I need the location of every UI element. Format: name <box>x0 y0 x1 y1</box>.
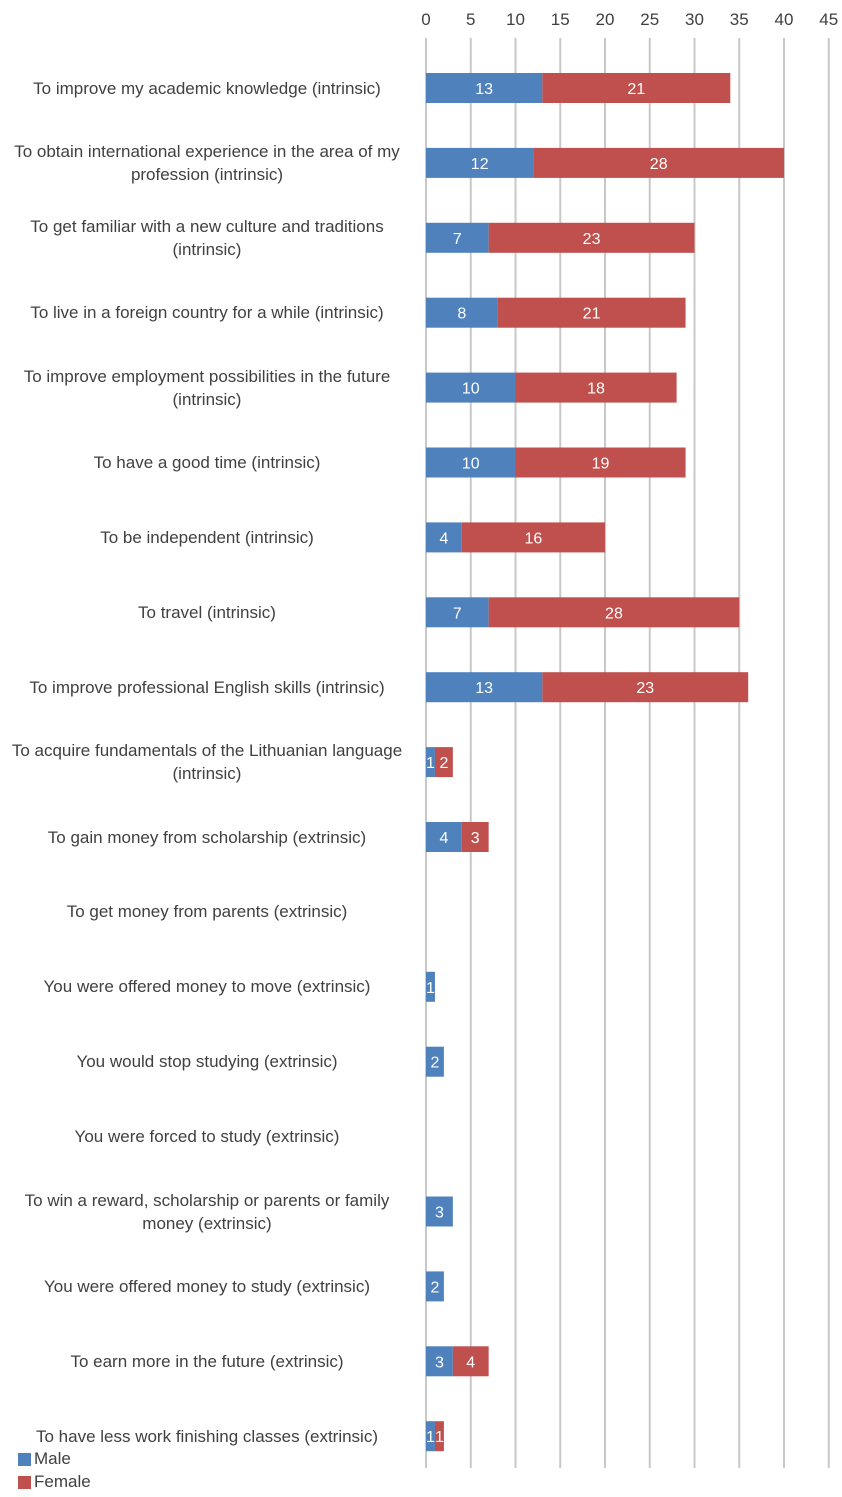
x-tick-label: 10 <box>506 10 525 29</box>
category-label: To travel (intrinsic) <box>138 602 276 622</box>
x-tick-label: 15 <box>551 10 570 29</box>
data-label: 3 <box>435 1205 444 1222</box>
x-tick-label: 20 <box>596 10 615 29</box>
x-tick-label: 40 <box>775 10 794 29</box>
legend-label: Female <box>34 1472 91 1491</box>
bar-female <box>434 747 453 778</box>
category-label: To acquire fundamentals of the Lithuania… <box>11 741 403 784</box>
data-label: 21 <box>627 81 645 98</box>
data-label: 3 <box>471 830 480 847</box>
category-label: To gain money from scholarship (extrinsi… <box>47 827 367 847</box>
category-label: To improve employment possibilities in t… <box>23 366 391 409</box>
category-label: To live in a foreign country for a while… <box>30 303 384 323</box>
legend-swatch <box>18 1452 31 1466</box>
data-label: 7 <box>453 605 462 622</box>
legend-item-female: Female <box>18 1472 91 1492</box>
category-label: To win a reward, scholarship or parents … <box>24 1190 390 1233</box>
bar-female <box>542 73 731 103</box>
bar-male <box>426 147 534 178</box>
bar-female <box>434 1421 444 1452</box>
data-label: 1 <box>426 1429 435 1446</box>
x-tick-label: 45 <box>819 10 838 29</box>
data-label: 21 <box>583 306 601 323</box>
bar-female <box>515 372 677 403</box>
data-label: 19 <box>592 456 610 473</box>
data-label: 8 <box>457 306 466 323</box>
x-tick-label: 0 <box>421 10 430 29</box>
category-label: You were offered money to move (extrinsi… <box>43 977 371 997</box>
bar-male <box>426 1421 435 1452</box>
data-label: 28 <box>650 156 668 173</box>
bar-male <box>426 297 498 328</box>
bar-male <box>426 447 516 478</box>
category-label: To obtain international experience in th… <box>14 141 400 184</box>
data-label: 3 <box>435 1354 444 1371</box>
data-label: 13 <box>475 81 493 98</box>
bar-female <box>461 522 605 553</box>
data-label: 23 <box>636 680 654 697</box>
data-label: 16 <box>525 530 543 547</box>
bar-female <box>533 147 784 178</box>
data-label: 18 <box>587 381 605 398</box>
data-label: 4 <box>466 1354 475 1371</box>
category-label: You would stop studying (extrinsic) <box>76 1052 338 1072</box>
data-label: 10 <box>462 456 480 473</box>
bar-male <box>426 1196 453 1227</box>
x-tick-label: 5 <box>466 10 475 29</box>
data-label: 1 <box>435 1429 444 1446</box>
bar-female <box>542 672 749 703</box>
category-label: To have less work finishing classes (ext… <box>35 1426 378 1446</box>
x-tick-label: 25 <box>640 10 659 29</box>
bar-female <box>497 297 686 328</box>
bar-male <box>426 372 516 403</box>
bar-male <box>426 747 435 778</box>
data-label: 12 <box>471 156 489 173</box>
category-label: To earn more in the future (extrinsic) <box>70 1351 344 1371</box>
bar-male <box>426 597 489 628</box>
x-tick-label: 30 <box>685 10 704 29</box>
data-label: 2 <box>439 755 448 772</box>
data-label: 7 <box>453 231 462 248</box>
bar-female <box>488 597 740 628</box>
legend-swatch <box>18 1475 31 1489</box>
legend-item-male: Male <box>18 1449 71 1469</box>
bar-female <box>461 822 489 852</box>
bar-male <box>426 222 489 253</box>
bar-male <box>426 522 462 553</box>
data-label: 2 <box>430 1279 439 1296</box>
data-label: 10 <box>462 381 480 398</box>
bar-male <box>426 1046 444 1077</box>
bar-male <box>426 971 435 1002</box>
bar-male <box>426 1346 453 1377</box>
data-label: 13 <box>475 680 493 697</box>
category-label: You were offered money to study (extrins… <box>44 1276 370 1296</box>
data-label: 23 <box>583 231 601 248</box>
bar-male <box>426 73 543 103</box>
category-label: To improve my academic knowledge (intrin… <box>33 78 381 98</box>
data-label: 1 <box>426 755 435 772</box>
x-tick-label: 35 <box>730 10 749 29</box>
bar-female <box>488 222 695 253</box>
category-label: To have a good time (intrinsic) <box>93 453 321 472</box>
legend-label: Male <box>34 1449 71 1468</box>
bar-male <box>426 672 543 703</box>
data-label: 28 <box>605 605 623 622</box>
category-label: To get money from parents (extrinsic) <box>66 902 348 922</box>
data-label: 4 <box>439 530 448 547</box>
bar-male <box>426 1271 444 1302</box>
category-label: To be independent (intrinsic) <box>100 527 314 547</box>
category-label: To improve professional English skills (… <box>29 677 385 697</box>
category-label: You were forced to study (extrinsic) <box>74 1127 340 1147</box>
category-label: To get familiar with a new culture and t… <box>30 216 384 259</box>
bar-female <box>452 1346 489 1377</box>
data-label: 2 <box>430 1055 439 1072</box>
data-label: 4 <box>439 830 448 847</box>
bar-male <box>426 822 462 852</box>
data-label: 1 <box>426 980 435 997</box>
bar-female <box>515 447 686 478</box>
